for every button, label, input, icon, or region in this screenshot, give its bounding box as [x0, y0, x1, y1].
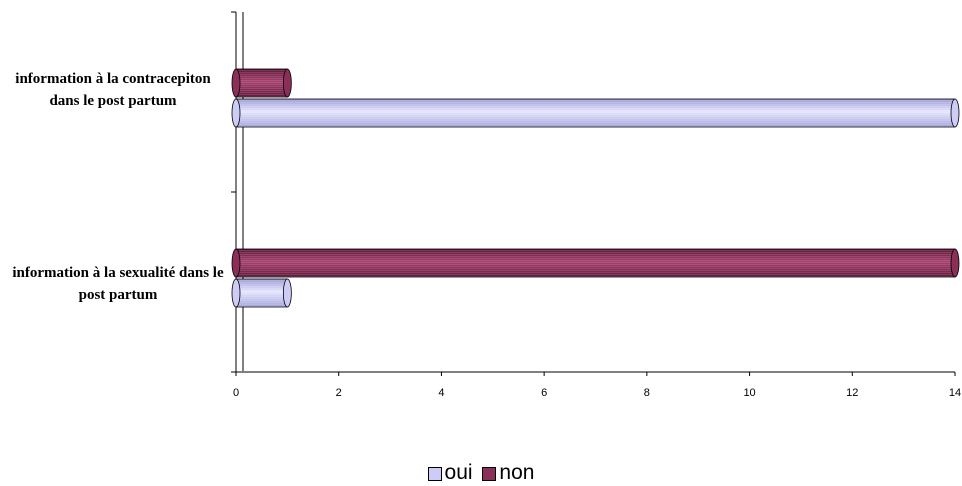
legend-item-non: non [482, 461, 534, 485]
bar-texture [236, 249, 955, 277]
x-tick-label: 4 [438, 387, 444, 399]
legend-label-oui: oui [444, 461, 473, 484]
legend-swatch-non [482, 467, 497, 481]
legend-item-oui: oui [427, 461, 473, 485]
x-tick-label: 2 [336, 387, 342, 399]
bar-end-cap [950, 248, 960, 278]
category-label-sexualite: information à la sexualité dans le post … [12, 265, 224, 303]
bar-non [231, 68, 292, 98]
bar-texture [236, 69, 288, 97]
bar-end-cap [950, 98, 960, 128]
bar-start-cap [231, 98, 241, 128]
bar-start-cap [231, 248, 241, 278]
x-tick-label: 10 [743, 387, 755, 399]
bar-start-cap [231, 68, 241, 98]
bar-end-cap [282, 278, 292, 308]
x-tick-label: 8 [644, 387, 650, 399]
legend-swatch-oui [427, 467, 442, 481]
axes [231, 11, 955, 373]
bar-end-cap [282, 68, 292, 98]
legend-label-non: non [499, 461, 535, 484]
x-axis-ticks: 0 2 4 6 8 10 12 14 [233, 372, 961, 399]
bar-oui [231, 98, 960, 128]
x-tick-label: 0 [233, 387, 239, 399]
bar-texture [236, 99, 955, 127]
bar-texture [236, 279, 288, 307]
bar-oui [231, 278, 292, 308]
category-label-contraception: information à la contracepiton dans le p… [15, 71, 211, 109]
x-tick-label: 6 [541, 387, 547, 399]
bar-non [231, 248, 960, 278]
x-tick-label: 12 [846, 387, 858, 399]
legend: oui non [0, 461, 962, 486]
bar-start-cap [231, 278, 241, 308]
x-tick-label: 14 [949, 387, 961, 399]
bars [231, 68, 960, 308]
